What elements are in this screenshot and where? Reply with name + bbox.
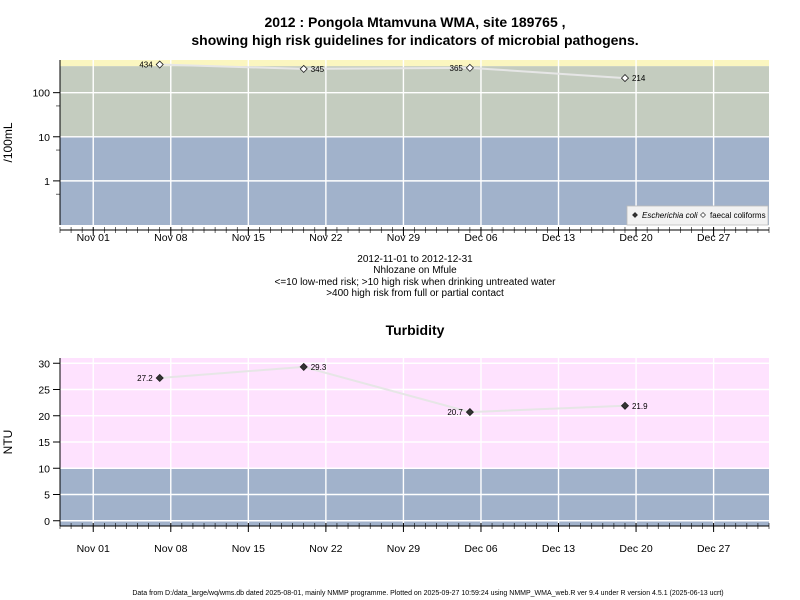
x-tick-label: Dec 27 [697, 232, 730, 244]
x-tick-label: Dec 13 [542, 232, 575, 244]
microbial-panel: Nov 01 Nov 08 Nov 15 Nov 22 Nov 29 Dec 06 Dec … [1, 60, 770, 244]
y-tick-label: 20 [38, 411, 50, 423]
x-tick-label: Nov 22 [309, 232, 342, 244]
x-tick-label: Nov 01 [77, 232, 110, 244]
x-tick-label: Nov 29 [387, 232, 420, 244]
x-tick-label: Nov 15 [232, 232, 265, 244]
micro-info-line: >400 high risk from full or partial cont… [326, 288, 504, 299]
data-point [465, 63, 474, 72]
turbidity-title: Turbidity [386, 322, 445, 338]
x-tick-label: Nov 08 [154, 232, 187, 244]
x-tick-label: Dec 20 [619, 232, 652, 244]
y-axis-title: /100mL [1, 122, 15, 162]
guideline-band [60, 60, 769, 67]
data-label: 21.9 [632, 402, 648, 411]
data-point [299, 362, 308, 371]
chart-title-line2: showing high risk guidelines for indicat… [191, 32, 638, 48]
x-tick-label: Dec 13 [542, 543, 575, 555]
turbidity-panel: Nov 01 Nov 08 Nov 15 Nov 22 Nov 29 Dec 06 Dec … [1, 358, 770, 555]
chart-title-line1: 2012 : Pongola Mtamvuna WMA, site 189765… [264, 14, 565, 30]
data-point [465, 408, 474, 417]
legend-label: faecal coliforms [710, 211, 766, 220]
y-tick-label: 100 [32, 88, 50, 100]
data-point [299, 64, 308, 74]
data-label: 214 [632, 74, 646, 83]
x-tick-label: Nov 29 [387, 543, 420, 555]
y-tick-label: 10 [38, 132, 50, 144]
x-tick-label: Nov 15 [232, 543, 265, 555]
guideline-band [60, 468, 769, 526]
y-tick-label: 1 [44, 176, 50, 188]
y-tick-label: 5 [44, 490, 50, 502]
data-label: 27.2 [137, 374, 153, 383]
legend-marker-open [700, 212, 706, 218]
x-tick-label: Dec 06 [464, 543, 497, 555]
legend-box [626, 205, 769, 226]
y-axis-title: NTU [1, 430, 15, 455]
data-label: 365 [450, 64, 464, 73]
y-tick-label: 0 [44, 516, 50, 528]
data-label: 29.3 [311, 363, 327, 372]
y-tick-label: 15 [38, 437, 50, 449]
x-tick-label: Dec 20 [619, 543, 652, 555]
footer-note: Data from D:/data_large/wq/wms.db dated … [132, 590, 723, 597]
x-tick-label: Nov 22 [309, 543, 342, 555]
y-tick-label: 10 [38, 463, 50, 475]
micro-info-line: 2012-11-01 to 2012-12-31 [357, 254, 473, 265]
legend-label: Escherichia coli [642, 211, 698, 220]
y-tick-label: 30 [38, 358, 50, 370]
x-tick-label: Dec 06 [464, 232, 497, 244]
data-label: 20.7 [447, 408, 463, 417]
x-tick-label: Dec 27 [697, 543, 730, 555]
data-point [155, 373, 164, 383]
guideline-band [60, 66, 769, 137]
data-point [155, 60, 164, 69]
micro-info-line: Nhlozane on Mfule [373, 265, 457, 276]
legend-marker-filled [632, 212, 638, 218]
data-label: 434 [139, 61, 153, 70]
y-tick-label: 25 [38, 385, 50, 397]
data-point [620, 401, 630, 410]
micro-info-block: 2012-11-01 to 2012-12-31 Nhlozane on Mfu… [275, 254, 557, 299]
x-tick-label: Nov 08 [154, 543, 187, 555]
guideline-band [60, 358, 769, 469]
series-line [159, 365, 626, 414]
micro-info-line: <=10 low-med risk; >10 high risk when dr… [275, 277, 557, 288]
data-label: 345 [311, 65, 325, 74]
x-tick-label: Nov 01 [77, 543, 110, 555]
data-point [620, 74, 630, 83]
series-line [159, 63, 626, 80]
